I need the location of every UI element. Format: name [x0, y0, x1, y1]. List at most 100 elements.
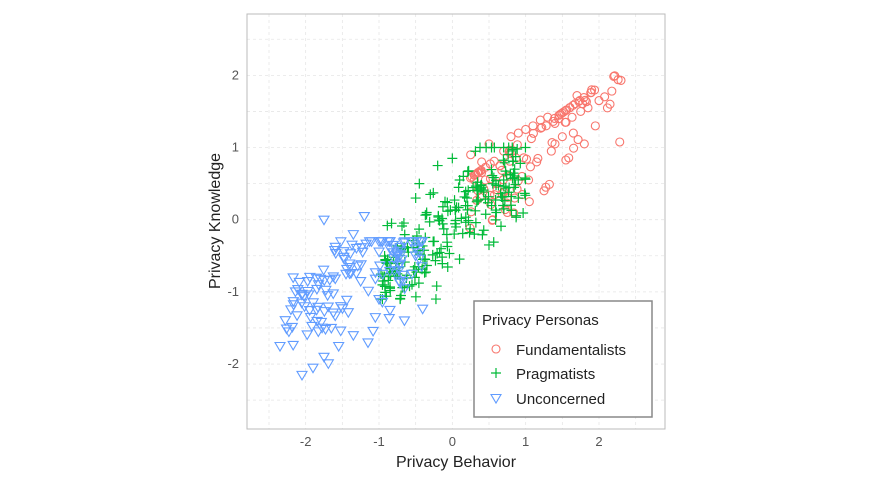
point-pragmatists — [486, 164, 497, 175]
point-unconcerned — [310, 284, 323, 296]
point-unconcerned — [398, 316, 411, 327]
point-unconcerned — [307, 363, 319, 374]
point-unconcerned — [373, 261, 386, 272]
point-unconcerned — [301, 330, 314, 341]
point-fundamentalists — [546, 146, 556, 156]
point-fundamentalists — [590, 121, 600, 131]
point-unconcerned — [347, 230, 360, 241]
point-pragmatists — [520, 174, 531, 185]
point-fundamentalists — [568, 100, 578, 110]
point-unconcerned — [406, 269, 418, 280]
point-pragmatists — [454, 254, 465, 265]
point-pragmatists — [507, 173, 518, 184]
point-pragmatists — [395, 294, 406, 305]
point-pragmatists — [515, 158, 526, 169]
point-pragmatists — [503, 142, 514, 153]
y-tick-label: 0 — [232, 212, 239, 227]
point-unconcerned — [332, 341, 345, 353]
point-fundamentalists — [533, 153, 543, 163]
point-unconcerned — [343, 259, 356, 270]
point-fundamentalists — [609, 71, 619, 82]
point-pragmatists — [437, 258, 448, 269]
y-tick-label: 2 — [232, 67, 239, 82]
point-pragmatists — [487, 170, 498, 181]
point-unconcerned — [334, 302, 347, 313]
point-pragmatists — [377, 279, 388, 290]
point-unconcerned — [291, 284, 304, 296]
point-unconcerned — [302, 290, 315, 301]
point-pragmatists — [495, 188, 506, 199]
point-unconcerned — [355, 260, 368, 271]
point-unconcerned — [376, 297, 389, 308]
x-tick-label: -2 — [300, 434, 312, 449]
point-unconcerned — [295, 290, 308, 301]
point-pragmatists — [382, 254, 393, 265]
point-pragmatists — [414, 178, 425, 189]
point-unconcerned — [334, 326, 347, 337]
point-unconcerned — [310, 305, 323, 316]
point-fundamentalists — [521, 154, 532, 164]
point-pragmatists — [447, 153, 458, 164]
point-unconcerned — [296, 370, 308, 381]
point-pragmatists — [493, 180, 504, 191]
point-pragmatists — [420, 210, 431, 221]
point-fundamentalists — [506, 132, 516, 142]
point-pragmatists — [430, 294, 441, 305]
point-pragmatists — [488, 172, 499, 183]
point-pragmatists — [424, 216, 435, 227]
point-fundamentalists — [561, 105, 572, 115]
point-pragmatists — [513, 193, 524, 204]
legend-label-pragmatists: Pragmatists — [516, 366, 595, 383]
point-unconcerned — [311, 316, 324, 328]
x-tick-label: 1 — [522, 434, 529, 449]
point-pragmatists — [460, 200, 471, 211]
point-pragmatists — [430, 255, 441, 266]
point-pragmatists — [449, 195, 460, 206]
point-fundamentalists — [550, 118, 560, 128]
series-unconcerned — [274, 212, 429, 381]
point-pragmatists — [519, 188, 530, 199]
point-pragmatists — [462, 204, 473, 215]
point-pragmatists — [477, 229, 488, 240]
point-pragmatists — [385, 285, 396, 296]
point-unconcerned — [393, 278, 406, 289]
point-unconcerned — [306, 321, 318, 332]
point-pragmatists — [460, 186, 471, 197]
point-unconcerned — [328, 246, 341, 257]
point-unconcerned — [279, 316, 292, 327]
point-pragmatists — [437, 201, 448, 212]
point-fundamentalists — [526, 134, 536, 144]
point-unconcerned — [327, 308, 340, 319]
point-pragmatists — [428, 236, 439, 247]
point-pragmatists — [473, 194, 484, 205]
y-axis-title: Privacy Knowledge — [207, 153, 224, 289]
point-pragmatists — [398, 218, 409, 229]
point-pragmatists — [404, 281, 415, 292]
point-pragmatists — [486, 200, 497, 211]
point-fundamentalists — [615, 137, 625, 147]
point-unconcerned — [312, 327, 325, 338]
point-pragmatists — [428, 187, 439, 198]
point-unconcerned — [416, 304, 429, 315]
point-pragmatists — [509, 172, 520, 183]
point-pragmatists — [480, 209, 491, 220]
legend-keys — [490, 344, 502, 405]
point-fundamentalists — [547, 137, 557, 148]
point-fundamentalists — [573, 135, 583, 145]
point-unconcerned — [301, 286, 314, 298]
point-unconcerned — [354, 276, 367, 288]
point-unconcerned — [293, 277, 306, 288]
point-pragmatists — [520, 190, 531, 201]
point-pragmatists — [499, 157, 510, 168]
point-pragmatists — [500, 166, 511, 177]
point-fundamentalists — [544, 179, 554, 189]
point-pragmatists — [498, 155, 509, 166]
point-pragmatists — [442, 197, 453, 208]
point-pragmatists — [490, 205, 501, 216]
point-pragmatists — [433, 212, 444, 223]
point-unconcerned — [340, 295, 353, 306]
legend-label-unconcerned: Unconcerned — [516, 391, 605, 408]
point-unconcerned — [358, 212, 371, 223]
point-fundamentalists — [580, 95, 590, 105]
